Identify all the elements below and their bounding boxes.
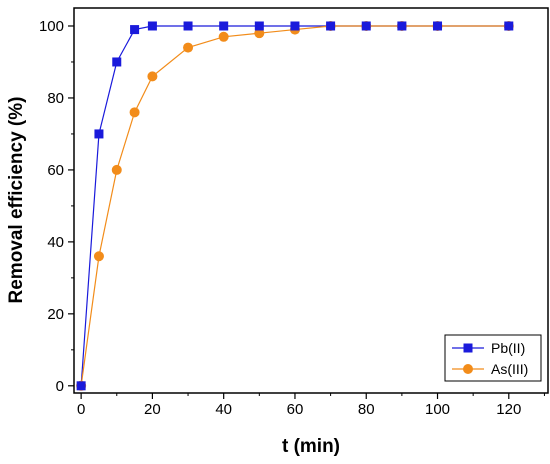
legend-marker xyxy=(463,343,473,353)
y-tick-label: 80 xyxy=(47,90,64,107)
plot-area xyxy=(73,7,549,394)
x-axis-title: t (min) xyxy=(282,436,340,457)
data-point xyxy=(112,57,122,67)
data-point xyxy=(93,251,104,262)
x-tick-label: 0 xyxy=(77,401,85,418)
data-point xyxy=(111,164,122,175)
y-tick-label: 20 xyxy=(47,306,64,323)
data-point xyxy=(183,21,193,31)
legend-marker xyxy=(463,364,473,374)
data-point xyxy=(254,21,264,31)
x-tick-label: 20 xyxy=(144,401,161,418)
data-point xyxy=(147,71,158,82)
x-tick-label: 80 xyxy=(358,401,375,418)
y-tick-label: 100 xyxy=(39,18,64,35)
x-tick-label: 40 xyxy=(215,401,232,418)
data-point xyxy=(433,21,443,31)
y-axis-title: Removal efficiency (%) xyxy=(6,97,27,304)
legend-label: Pb(II) xyxy=(491,340,525,356)
data-point xyxy=(326,21,336,31)
y-tick-label: 0 xyxy=(56,378,64,395)
series-line-2 xyxy=(80,25,509,386)
x-tick-label: 120 xyxy=(496,401,521,418)
data-point xyxy=(147,21,157,31)
data-point xyxy=(218,31,229,42)
data-point xyxy=(130,25,140,35)
data-point xyxy=(290,21,300,31)
data-point xyxy=(504,21,514,31)
data-point xyxy=(94,129,104,139)
x-tick-label: 100 xyxy=(425,401,450,418)
data-point xyxy=(254,28,265,39)
series-lines xyxy=(80,25,509,386)
data-point xyxy=(76,381,86,391)
legend: Pb(II) As(III) xyxy=(444,334,542,382)
series-points xyxy=(76,20,514,391)
y-tick-label: 40 xyxy=(47,234,64,251)
legend-label: As(III) xyxy=(491,361,528,377)
ticks: 0 20 40 60 80 100 120 0 20 40 60 80 100 xyxy=(39,18,545,418)
data-point xyxy=(219,21,229,31)
data-point xyxy=(183,42,194,53)
legend-box xyxy=(444,334,542,382)
series-line-1 xyxy=(80,25,509,386)
data-point xyxy=(397,21,407,31)
data-point xyxy=(129,107,140,118)
x-tick-label: 60 xyxy=(287,401,304,418)
data-point xyxy=(361,21,371,31)
y-tick-label: 60 xyxy=(47,162,64,179)
